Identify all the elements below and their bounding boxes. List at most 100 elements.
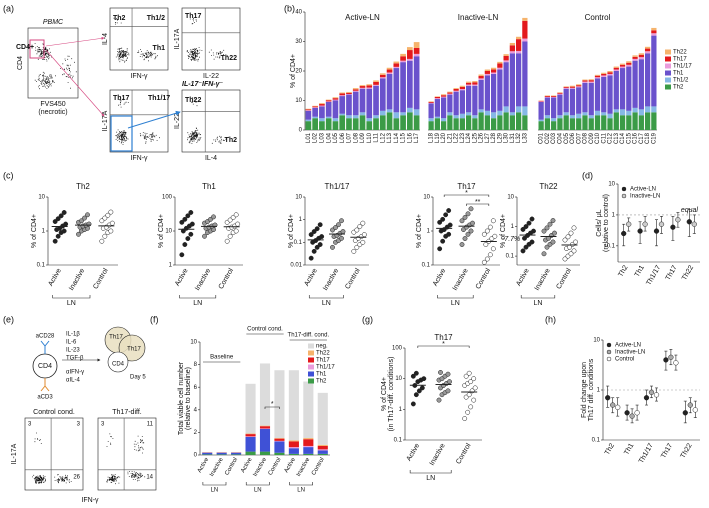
bar-segment <box>428 103 434 119</box>
bar-segment <box>607 75 613 114</box>
bar-segment <box>288 447 299 449</box>
bar-segment <box>400 56 406 61</box>
bar-segment <box>339 115 346 130</box>
gate-label: Th22 <box>185 97 201 104</box>
bar-segment <box>459 113 465 119</box>
bar-segment <box>588 81 594 83</box>
bar-segment <box>538 121 544 130</box>
gate-label: Th22 <box>221 55 237 62</box>
quadrant-value: 26 <box>73 474 80 480</box>
x-tick-label: L16 <box>407 132 413 143</box>
data-point <box>55 216 61 222</box>
data-point <box>615 404 621 410</box>
y-tick-label: 2 <box>194 430 198 436</box>
bar-segment <box>619 64 626 67</box>
y-tick-label: 0.1 <box>394 438 403 444</box>
data-point <box>230 215 236 220</box>
bar-segment <box>576 84 582 86</box>
significance-label: * <box>442 341 445 348</box>
legend-label: Active-LN <box>615 343 641 349</box>
y-tick-label: 0.1 <box>607 243 616 249</box>
bar-segment <box>303 445 314 448</box>
data-point <box>185 213 191 219</box>
x-tick-label: Active <box>515 267 531 287</box>
bar-segment <box>288 440 299 442</box>
bar-segment <box>582 115 588 130</box>
legend-label: Control <box>615 357 634 363</box>
data-point <box>642 221 648 227</box>
x-tick-label: C09 <box>589 132 595 144</box>
bar-segment <box>428 101 434 102</box>
data-point <box>55 233 61 239</box>
bar-segment <box>569 86 576 88</box>
bar-segment <box>332 98 339 100</box>
x-tick-label: L04 <box>326 132 332 143</box>
data-point <box>308 255 314 261</box>
bar-segment <box>478 78 484 80</box>
bar-segment <box>428 121 434 130</box>
x-tick-label: Control <box>224 457 239 477</box>
bar-segment <box>613 71 619 110</box>
x-tick-label: Th2 <box>617 264 629 278</box>
bar-segment <box>497 115 503 130</box>
data-point <box>63 221 69 227</box>
bar-segment <box>288 448 299 454</box>
data-point <box>487 252 493 258</box>
legend-label: Th17 <box>316 358 330 364</box>
data-point <box>531 228 536 234</box>
bar-segment <box>288 370 299 441</box>
bar-segment <box>491 67 497 70</box>
bar-segment <box>303 438 314 440</box>
data-point <box>319 234 325 239</box>
legend-label: Th22 <box>316 351 330 357</box>
bar-segment <box>551 121 557 130</box>
bar-segment <box>557 92 563 94</box>
bar-segment <box>594 78 601 111</box>
data-point <box>691 221 697 227</box>
bar-segment <box>386 73 393 110</box>
data-point <box>471 397 477 403</box>
data-point <box>459 242 465 247</box>
bar-segment <box>332 118 339 122</box>
x-tick-label: C19 <box>651 132 657 144</box>
bar-segment <box>305 119 312 122</box>
y-tick-label: 1 <box>612 212 616 218</box>
bar-segment <box>216 451 227 453</box>
bar-segment <box>434 118 440 130</box>
bar-segment <box>407 107 413 113</box>
y-axis-label: (relative to control) <box>603 194 610 252</box>
data-point <box>605 395 611 401</box>
data-point <box>179 252 185 258</box>
x-tick-label: Th22 <box>681 264 695 281</box>
bar-segment <box>601 72 607 74</box>
bar-segment <box>588 115 594 119</box>
data-point <box>438 369 443 375</box>
bar-segment <box>538 119 544 122</box>
bar-segment <box>332 121 339 130</box>
subset-label: IL-17⁻IFN-γ⁻ <box>182 81 224 88</box>
subset-arrow <box>127 110 181 129</box>
bar-segment <box>569 115 576 119</box>
flow-events <box>115 96 160 145</box>
bar-segment <box>407 50 413 59</box>
bar-segment <box>325 116 332 119</box>
bar-segment <box>478 74 484 77</box>
data-point <box>311 248 317 254</box>
data-point <box>227 233 233 239</box>
bar-segment <box>379 74 386 78</box>
data-point <box>687 402 693 408</box>
bar-segment <box>359 112 366 116</box>
legend-swatch <box>665 77 671 83</box>
x-tick-label: Th22 <box>680 442 694 459</box>
bar-segment <box>413 56 420 110</box>
y-axis-label: (relative to baseline) <box>185 367 192 430</box>
data-point <box>637 228 643 234</box>
x-tick-label: L25 <box>472 132 478 143</box>
x-tick-label: Control <box>555 267 573 290</box>
x-tick-label: L22 <box>454 132 460 143</box>
cell-label: Th17 <box>127 347 141 353</box>
group-title: Baseline <box>210 355 234 361</box>
x-tick-label: L08 <box>353 132 359 143</box>
bar-segment <box>319 121 325 130</box>
cytokine-label: TGF-β <box>66 356 84 362</box>
